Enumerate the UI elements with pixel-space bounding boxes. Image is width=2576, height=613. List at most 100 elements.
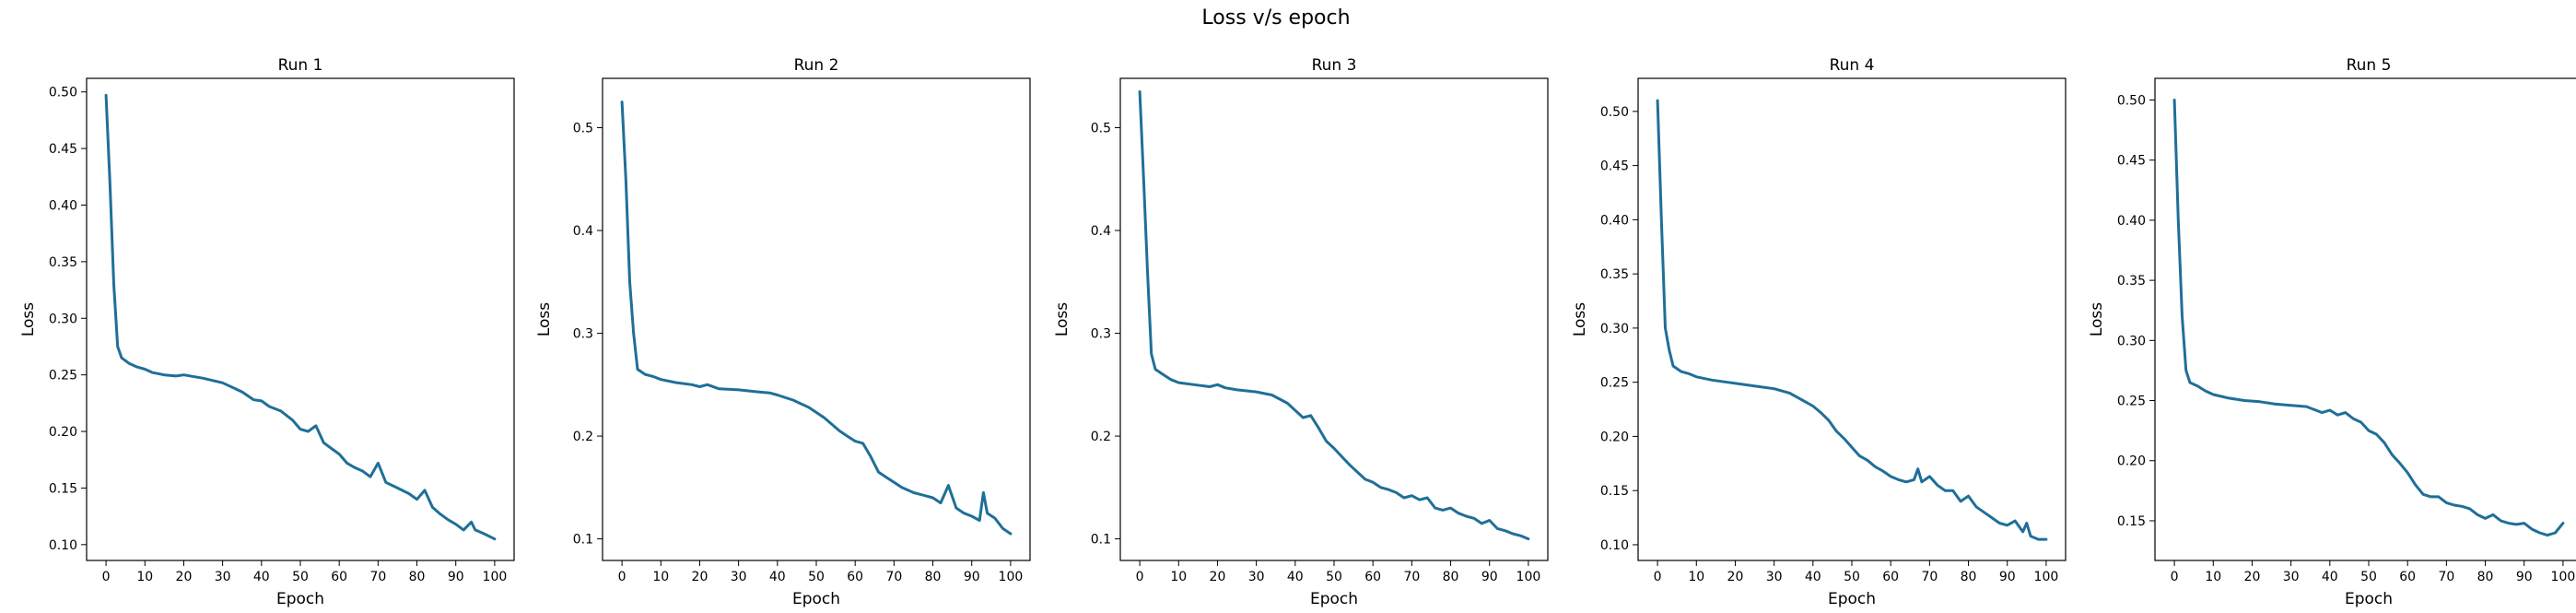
- x-tick-label: 70: [369, 570, 386, 584]
- y-tick-label: 0.45: [1600, 159, 1629, 174]
- x-tick-label: 60: [331, 570, 347, 584]
- loss-line: [1656, 99, 2048, 541]
- x-tick-label: 40: [253, 570, 270, 584]
- x-tick-label: 10: [652, 570, 669, 584]
- y-tick-label: 0.2: [573, 430, 593, 444]
- x-tick-label: 10: [1170, 570, 1187, 584]
- x-tick-label: 20: [1727, 570, 1744, 584]
- x-tick-label: 80: [409, 570, 426, 584]
- x-axis-label: Epoch: [792, 590, 840, 608]
- y-axis-label: Loss: [535, 302, 554, 336]
- x-tick-label: 100: [2034, 570, 2059, 584]
- axes-frame: [1637, 77, 2067, 561]
- y-tick-label: 0.40: [2117, 214, 2146, 229]
- x-axis-label: Epoch: [1310, 590, 1358, 608]
- loss-line: [2172, 99, 2565, 537]
- subplot-title: Run 4: [1830, 56, 1875, 75]
- x-tick-label: 100: [483, 570, 508, 584]
- y-tick-label: 0.20: [2117, 454, 2146, 469]
- y-tick-label: 0.10: [49, 538, 77, 553]
- x-tick-label: 100: [1516, 570, 1541, 584]
- x-tick-label: 10: [1688, 570, 1704, 584]
- x-tick-label: 20: [692, 570, 708, 584]
- y-tick-label: 0.40: [1600, 213, 1629, 228]
- x-tick-label: 90: [1481, 570, 1498, 584]
- loss-line: [620, 100, 1013, 536]
- x-tick-label: 10: [2205, 570, 2221, 584]
- x-tick-label: 0: [102, 570, 111, 584]
- y-tick-label: 0.3: [573, 327, 593, 342]
- x-tick-label: 70: [885, 570, 902, 584]
- y-tick-label: 0.30: [1600, 322, 1629, 336]
- y-tick-label: 0.50: [49, 86, 77, 100]
- y-tick-label: 0.30: [49, 312, 77, 326]
- y-tick-label: 0.45: [49, 142, 77, 157]
- x-tick-label: 80: [2477, 570, 2494, 584]
- y-tick-label: 0.2: [1091, 430, 1111, 444]
- y-tick-label: 0.4: [1091, 224, 1111, 239]
- x-tick-label: 100: [999, 570, 1024, 584]
- x-tick-label: 80: [925, 570, 942, 584]
- subplot-run-2: Run 2 0 10 20 30 40 50 60 70 80 90 100 0.1 0.2 0.3 0.4 0…: [535, 56, 1031, 608]
- x-axis-label: Epoch: [276, 590, 324, 608]
- x-tick-label: 100: [2551, 570, 2576, 584]
- y-tick-label: 0.5: [1091, 122, 1111, 136]
- y-tick-label: 0.35: [49, 255, 77, 270]
- y-tick-label: 0.50: [2117, 93, 2146, 108]
- x-tick-label: 50: [808, 570, 825, 584]
- subplot-title: Run 3: [1312, 56, 1357, 75]
- x-tick-label: 90: [2516, 570, 2533, 584]
- x-tick-label: 90: [964, 570, 980, 584]
- subplot-title: Run 2: [794, 56, 839, 75]
- x-tick-label: 0: [1136, 570, 1144, 584]
- y-tick-label: 0.15: [1600, 484, 1629, 499]
- x-tick-label: 50: [292, 570, 309, 584]
- y-tick-label: 0.50: [1600, 105, 1629, 120]
- axes-frame: [86, 77, 515, 561]
- subplots: Run 10 10 20 30 40 50 60 70 80 90 1000.100.150.200…: [19, 56, 2576, 608]
- subplot-title: Run 1: [278, 56, 323, 75]
- y-tick-label: 0.25: [2117, 395, 2146, 409]
- y-tick-label: 0.35: [1600, 267, 1629, 282]
- subplot-run-1: Run 1 0 10 20 30 40 50 60 70 80 90 100 0.10 0.15 0.20 0…: [19, 56, 515, 608]
- y-axis-label: Loss: [2088, 302, 2106, 336]
- x-tick-label: 40: [2322, 570, 2338, 584]
- x-tick-label: 20: [176, 570, 193, 584]
- x-tick-label: 20: [1210, 570, 1226, 584]
- y-tick-label: 0.25: [1600, 376, 1629, 391]
- y-axis-label: Loss: [1053, 302, 1071, 336]
- y-tick-label: 0.4: [573, 224, 593, 239]
- x-tick-label: 40: [1805, 570, 1821, 584]
- loss-line: [1138, 90, 1530, 541]
- subplot-run-5: Run 5 0 10 20 30 40 50 60 70 80 90 100 0.15 0.20 0.25 0…: [2088, 56, 2576, 608]
- figure-suptitle: Loss v/s epoch: [1201, 6, 1350, 29]
- x-tick-label: 10: [136, 570, 153, 584]
- subplot-run-3: Run 3 0 10 20 30 40 50 60 70 80 90 100 0.1 0.2 0.3 0.4 0…: [1053, 56, 1549, 608]
- y-tick-label: 0.10: [1600, 538, 1629, 553]
- y-tick-label: 0.1: [573, 533, 593, 548]
- x-tick-label: 40: [1287, 570, 1304, 584]
- x-tick-label: 70: [1403, 570, 1420, 584]
- y-tick-label: 0.15: [2117, 514, 2146, 529]
- x-tick-label: 50: [1844, 570, 1860, 584]
- x-tick-label: 40: [769, 570, 786, 584]
- x-tick-label: 60: [847, 570, 863, 584]
- axes-frame: [2154, 77, 2576, 561]
- y-tick-label: 0.20: [49, 425, 77, 440]
- axes-frame: [1119, 77, 1549, 561]
- subplot-run-4: Run 4 0 10 20 30 40 50 60 70 80 90 100 0.10 0.15 0.20 0…: [1571, 56, 2067, 608]
- subplot-title: Run 5: [2347, 56, 2392, 75]
- y-tick-label: 0.1: [1091, 533, 1111, 548]
- x-tick-label: 30: [2283, 570, 2300, 584]
- y-tick-label: 0.3: [1091, 327, 1111, 342]
- x-tick-label: 90: [1999, 570, 2016, 584]
- y-tick-label: 0.30: [2117, 334, 2146, 348]
- y-tick-label: 0.15: [49, 481, 77, 496]
- x-tick-label: 30: [1248, 570, 1265, 584]
- y-tick-label: 0.5: [573, 122, 593, 136]
- x-tick-label: 30: [215, 570, 231, 584]
- x-tick-label: 50: [1326, 570, 1342, 584]
- x-axis-label: Epoch: [2345, 590, 2393, 608]
- x-tick-label: 50: [2360, 570, 2377, 584]
